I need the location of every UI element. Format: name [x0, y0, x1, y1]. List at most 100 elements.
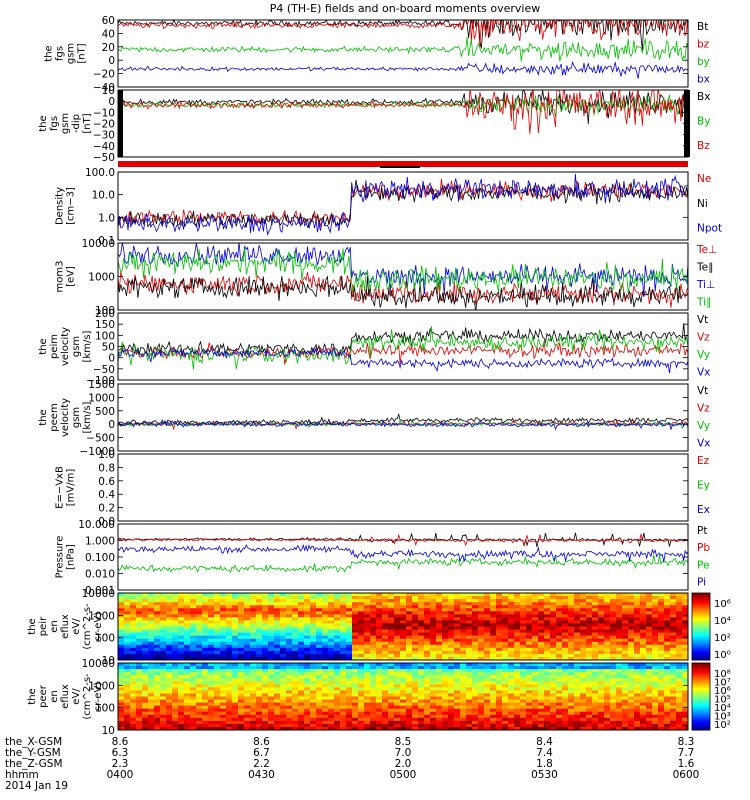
heatmap-cell	[334, 626, 341, 631]
heatmap-cell	[454, 626, 461, 631]
heatmap-cell	[484, 702, 491, 707]
heatmap-cell	[400, 632, 407, 637]
heatmap-cell	[664, 663, 671, 667]
y-axis-label: sr-eV)	[93, 682, 104, 711]
heatmap-cell	[130, 699, 137, 704]
heatmap-cell	[676, 702, 683, 707]
heatmap-cell	[226, 629, 233, 634]
heatmap-cell	[502, 702, 509, 707]
heatmap-cell	[496, 593, 503, 597]
heatmap-cell	[484, 726, 491, 730]
heatmap-cell	[268, 666, 275, 670]
heatmap-cell	[610, 702, 617, 707]
heatmap-cell	[574, 653, 581, 658]
legend-Bt: Bt	[697, 21, 708, 33]
heatmap-cell	[268, 653, 275, 658]
heatmap-cell	[436, 717, 443, 722]
heatmap-cell	[520, 663, 527, 667]
heatmap-cell	[142, 669, 149, 673]
heatmap-cell	[166, 641, 173, 646]
heatmap-cell	[436, 726, 443, 730]
heatmap-cell	[574, 720, 581, 725]
heatmap-cell	[220, 644, 227, 649]
heatmap-cell	[670, 675, 677, 679]
heatmap-cell	[226, 623, 233, 628]
heatmap-cell	[586, 641, 593, 646]
heatmap-cell	[334, 711, 341, 716]
heatmap-cell	[124, 717, 131, 722]
heatmap-cell	[520, 635, 527, 640]
heatmap-cell	[298, 720, 305, 725]
heatmap-cell	[208, 669, 215, 673]
heatmap-cell	[274, 717, 281, 722]
colorbar-cell	[692, 601, 710, 604]
heatmap-cell	[628, 617, 635, 622]
heatmap-cell	[334, 681, 341, 685]
heatmap-cell	[364, 720, 371, 725]
heatmap-cell	[190, 596, 197, 600]
heatmap-cell	[226, 611, 233, 615]
heatmap-cell	[538, 644, 545, 649]
heatmap-cell	[502, 672, 509, 676]
heatmap-cell	[310, 614, 317, 618]
heatmap-cell	[184, 593, 191, 597]
heatmap-cell	[574, 717, 581, 722]
heatmap-cell	[448, 602, 455, 606]
heatmap-cell	[394, 687, 401, 692]
heatmap-cell	[424, 626, 431, 631]
heatmap-cell	[214, 723, 221, 728]
heatmap-cell	[304, 602, 311, 606]
heatmap-cell	[166, 647, 173, 652]
heatmap-cell	[400, 666, 407, 670]
heatmap-cell	[358, 647, 365, 652]
heatmap-cell	[388, 641, 395, 646]
heatmap-cell	[670, 690, 677, 695]
heatmap-cell	[478, 647, 485, 652]
heatmap-cell	[322, 638, 329, 643]
heatmap-cell	[394, 653, 401, 658]
heatmap-cell	[640, 696, 647, 701]
heatmap-cell	[664, 623, 671, 628]
heatmap-cell	[148, 687, 155, 692]
heatmap-cell	[532, 684, 539, 688]
heatmap-cell	[256, 702, 263, 707]
heatmap-cell	[550, 663, 557, 667]
heatmap-cell	[268, 690, 275, 695]
heatmap-cell	[676, 602, 683, 606]
heatmap-cell	[130, 726, 137, 730]
heatmap-cell	[478, 726, 485, 730]
heatmap-cell	[196, 693, 203, 698]
heatmap-cell	[562, 629, 569, 634]
heatmap-cell	[580, 644, 587, 649]
heatmap-cell	[562, 608, 569, 612]
heatmap-cell	[568, 620, 575, 625]
heatmap-cell	[574, 635, 581, 640]
heatmap-cell	[364, 602, 371, 606]
heatmap-cell	[622, 666, 629, 670]
heatmap-cell	[442, 650, 449, 655]
heatmap-cell	[508, 702, 515, 707]
heatmap-cell	[184, 617, 191, 622]
heatmap-cell	[430, 620, 437, 625]
heatmap-cell	[184, 693, 191, 698]
heatmap-cell	[196, 723, 203, 728]
heatmap-cell	[292, 620, 299, 625]
heatmap-cell	[226, 726, 233, 730]
heatmap-cell	[514, 629, 521, 634]
colorbar-cell	[692, 649, 710, 653]
heatmap-cell	[682, 669, 688, 673]
heatmap-cell	[496, 653, 503, 658]
heatmap-cell	[478, 593, 485, 597]
y-axis-label: fgs	[55, 46, 66, 61]
heatmap-cell	[484, 620, 491, 625]
heatmap-cell	[154, 720, 161, 725]
heatmap-cell	[232, 623, 239, 628]
heatmap-cell	[574, 666, 581, 670]
heatmap-cell	[148, 684, 155, 688]
heatmap-cell	[310, 699, 317, 704]
heatmap-cell	[472, 693, 479, 698]
heatmap-cell	[670, 678, 677, 682]
heatmap-cell	[454, 641, 461, 646]
heatmap-cell	[556, 638, 563, 643]
heatmap-cell	[436, 641, 443, 646]
